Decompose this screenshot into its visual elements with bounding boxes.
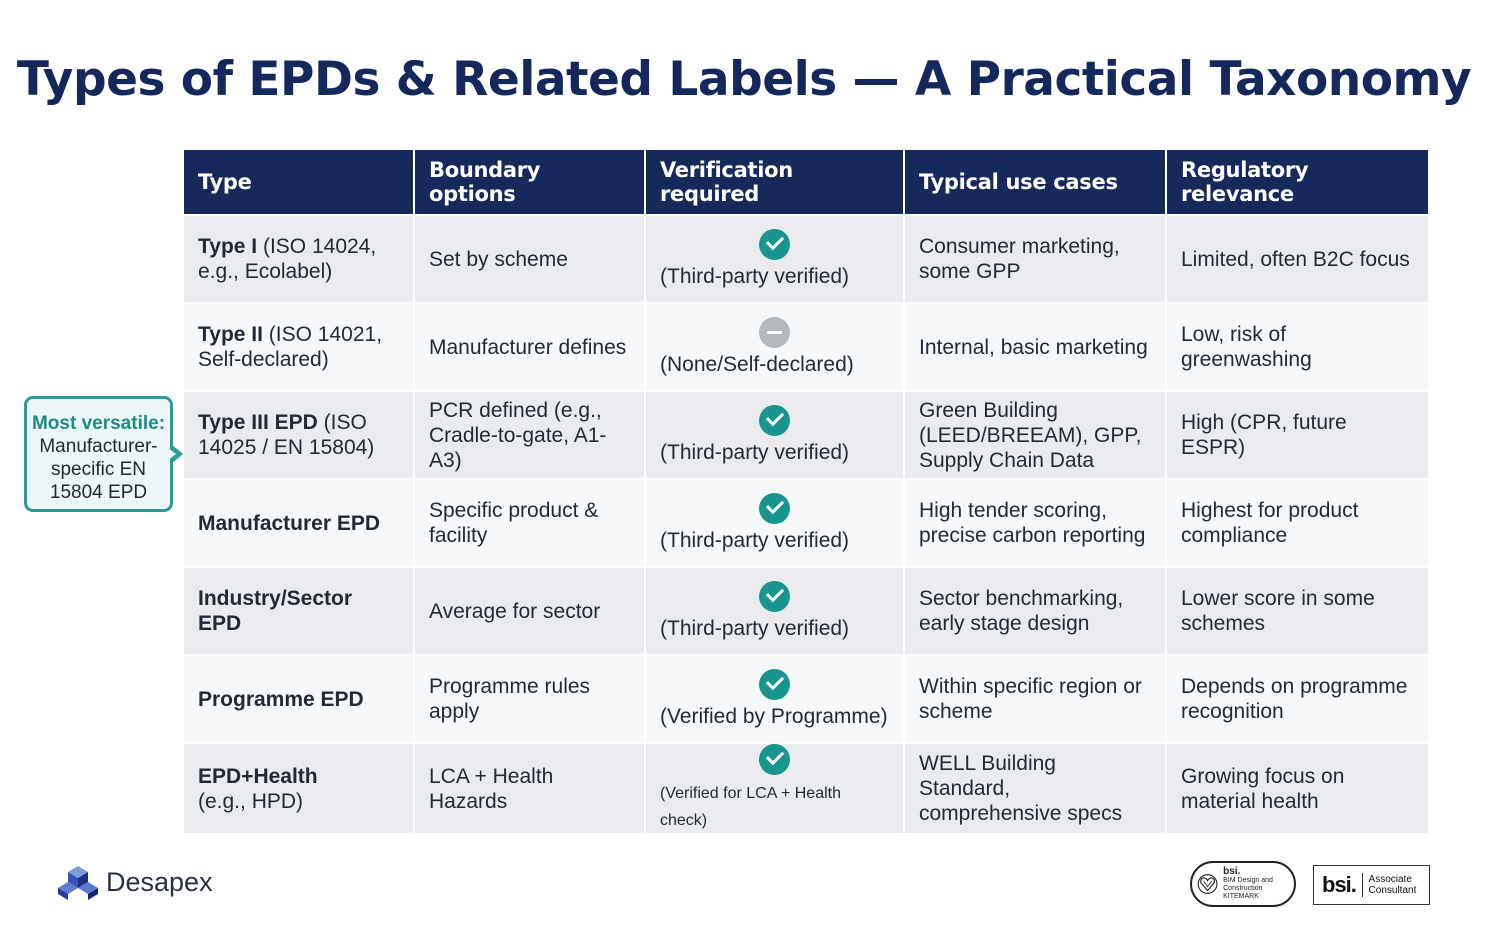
verification-cell: (Third-party verified)	[645, 567, 905, 656]
regulatory-cell: Highest for product compliance	[1166, 479, 1430, 568]
table-row: Type II (ISO 14021, Self-declared) Manuf…	[184, 303, 1430, 392]
desapex-logo: Desapex	[58, 863, 213, 901]
callout-highlight: Most versatile:	[31, 413, 166, 434]
regulatory-cell: Low, risk of greenwashing	[1166, 303, 1430, 392]
page-title: Types of EPDs & Related Labels — A Pract…	[16, 52, 1472, 107]
check-circle-icon	[759, 669, 790, 700]
verification-text: (Verified for LCA + Health check)	[660, 785, 841, 829]
boundary-cell: Specific product & facility	[414, 479, 646, 568]
column-header-boundary: Boundary options	[414, 150, 646, 216]
type-cell: Type III EPD (ISO 14025 / EN 15804)	[184, 391, 415, 480]
most-versatile-callout: Most versatile: Manufacturer-specific EN…	[24, 396, 183, 512]
type-name: Type II	[198, 323, 263, 346]
use-cases-cell: Green Building (LEED/BREEAM), GPP, Suppl…	[904, 391, 1167, 480]
minus-circle-icon	[759, 317, 790, 348]
type-name: Type I	[198, 235, 258, 258]
type-name: Programme EPD	[198, 687, 364, 711]
assoc-bsi: bsi.	[1322, 872, 1357, 897]
regulatory-cell: Growing focus on material health	[1166, 743, 1430, 835]
type-cell: EPD+Health (e.g., HPD)	[184, 743, 415, 835]
type-standard: (e.g., HPD)	[198, 789, 304, 813]
check-circle-icon	[759, 229, 790, 260]
cube-logo-icon	[58, 866, 98, 900]
type-cell: Type I (ISO 14024, e.g., Ecolabel)	[184, 215, 415, 304]
regulatory-cell: Lower score in some schemes	[1166, 567, 1430, 656]
callout-pointer	[167, 444, 183, 464]
verification-cell: (Third-party verified)	[645, 391, 905, 480]
kitemark-bsi: bsi.	[1223, 865, 1241, 877]
verification-cell: (Verified for LCA + Health check)	[645, 743, 905, 835]
use-cases-cell: Internal, basic marketing	[904, 303, 1167, 392]
verification-text: (None/Self-declared)	[660, 353, 854, 376]
verification-cell: (None/Self-declared)	[645, 303, 905, 392]
epd-taxonomy-table: Type Boundary options Verification requi…	[184, 150, 1430, 835]
use-cases-cell: WELL Building Standard, comprehensive sp…	[904, 743, 1167, 835]
check-circle-icon	[759, 581, 790, 612]
column-header-type: Type	[184, 150, 415, 216]
check-circle-icon	[759, 493, 790, 524]
type-name: EPD+Health	[198, 764, 318, 788]
boundary-cell: Average for sector	[414, 567, 646, 656]
type-cell: Type II (ISO 14021, Self-declared)	[184, 303, 415, 392]
type-standard: (ISO 14021, Self-declared)	[198, 323, 383, 371]
verification-text: (Third-party verified)	[660, 441, 850, 464]
boundary-cell: Manufacturer defines	[414, 303, 646, 392]
type-cell: Industry/Sector EPD	[184, 567, 415, 656]
boundary-cell: Set by scheme	[414, 215, 646, 304]
table-header-row: Type Boundary options Verification requi…	[184, 150, 1430, 216]
kitemark-text: BIM Design and Construction KITEMARK	[1223, 876, 1273, 900]
brand-name: Desapex	[106, 866, 213, 897]
regulatory-cell: Limited, often B2C focus	[1166, 215, 1430, 304]
verification-text: (Third-party verified)	[660, 529, 850, 552]
kitemark-icon	[1197, 874, 1218, 894]
column-header-verification: Verification required	[645, 150, 905, 216]
verification-text: (Third-party verified)	[660, 617, 850, 640]
type-name: Industry/Sector EPD	[198, 587, 353, 635]
verification-cell: (Verified by Programme)	[645, 655, 905, 744]
assoc-divider	[1361, 873, 1363, 897]
table-row: EPD+Health (e.g., HPD) LCA + Health Hazar…	[184, 743, 1430, 835]
table-row: Programme EPD Programme rules apply (Ver…	[184, 655, 1430, 744]
kitemark-label: bsi. BIM Design and Construction KITEMAR…	[1223, 865, 1294, 901]
boundary-cell: PCR defined (e.g., Cradle-to-gate, A1-A3…	[414, 391, 646, 480]
table-row: Type III EPD (ISO 14025 / EN 15804) PCR …	[184, 391, 1430, 480]
verification-cell: (Third-party verified)	[645, 479, 905, 568]
regulatory-cell: High (CPR, future ESPR)	[1166, 391, 1430, 480]
verification-text: (Verified by Programme)	[660, 705, 888, 728]
table-row: Manufacturer EPD Specific product & faci…	[184, 479, 1430, 568]
regulatory-cell: Depends on programme recognition	[1166, 655, 1430, 744]
type-standard: (ISO 14025 / EN 15804)	[198, 411, 375, 459]
type-name: Manufacturer EPD	[198, 511, 381, 535]
type-standard: (ISO 14024, e.g., Ecolabel)	[198, 235, 377, 283]
check-circle-icon	[759, 744, 790, 775]
assoc-text: Associate Consultant	[1368, 874, 1417, 896]
column-header-regulatory: Regulatory relevance	[1166, 150, 1430, 216]
bsi-associate-consultant-badge: bsi. Associate Consultant	[1313, 865, 1430, 905]
table-row: Type I (ISO 14024, e.g., Ecolabel) Set b…	[184, 215, 1430, 304]
type-cell: Programme EPD	[184, 655, 415, 744]
boundary-cell: Programme rules apply	[414, 655, 646, 744]
type-cell: Manufacturer EPD	[184, 479, 415, 568]
check-circle-icon	[759, 405, 790, 436]
use-cases-cell: Within specific region or scheme	[904, 655, 1167, 744]
use-cases-cell: Sector benchmarking, early stage design	[904, 567, 1167, 656]
use-cases-cell: High tender scoring, precise carbon repo…	[904, 479, 1167, 568]
bsi-kitemark-badge: bsi. BIM Design and Construction KITEMAR…	[1190, 861, 1296, 907]
boundary-cell: LCA + Health Hazards	[414, 743, 646, 835]
callout-text: Manufacturer-specific EN 15804 EPD	[39, 436, 158, 503]
use-cases-cell: Consumer marketing, some GPP	[904, 215, 1167, 304]
verification-text: (Third-party verified)	[660, 265, 850, 288]
verification-cell: (Third-party verified)	[645, 215, 905, 304]
table-row: Industry/Sector EPD Average for sector (…	[184, 567, 1430, 656]
column-header-use-cases: Typical use cases	[904, 150, 1167, 216]
type-name: Type III EPD	[198, 411, 318, 434]
